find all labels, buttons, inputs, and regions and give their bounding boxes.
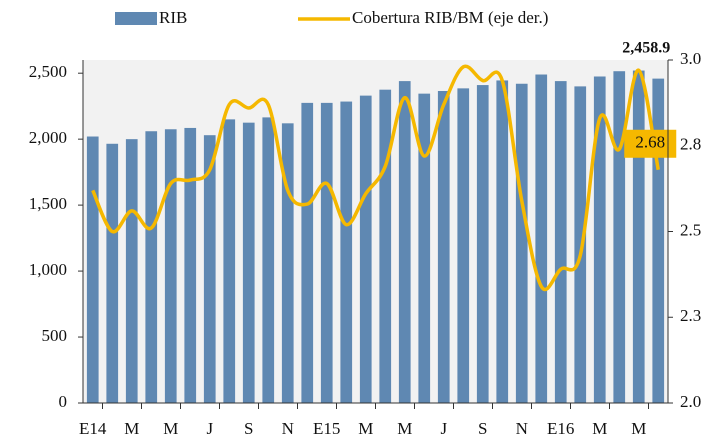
bar (125, 139, 138, 403)
y2-tick-label: 2.0 (680, 392, 701, 411)
bar (535, 74, 548, 403)
bar (86, 136, 99, 403)
bar (223, 119, 236, 403)
legend-label: RIB (159, 8, 187, 27)
y-tick-label: 0 (59, 392, 68, 411)
x-tick-label: N (282, 419, 294, 438)
bar (145, 131, 158, 403)
bar (242, 122, 255, 404)
legend-label: Cobertura RIB/BM (eje der.) (352, 8, 548, 27)
bar (476, 85, 489, 404)
y2-tick-label: 3.0 (680, 49, 701, 68)
x-tick-label: M (163, 419, 178, 438)
bar (379, 89, 392, 404)
bar (574, 86, 587, 403)
bar (320, 102, 333, 403)
x-tick-label: S (478, 419, 487, 438)
line-value-label: 2.68 (635, 133, 665, 152)
y2-tick-label: 2.8 (680, 135, 701, 154)
bar (496, 80, 509, 404)
bar (418, 93, 431, 403)
x-tick-label: M (592, 419, 607, 438)
y-tick-label: 500 (42, 326, 68, 345)
y-tick-label: 1,500 (29, 194, 67, 213)
bar (301, 102, 314, 403)
y2-tick-label: 2.3 (680, 306, 701, 325)
x-tick-label: N (516, 419, 528, 438)
x-tick-label: M (358, 419, 373, 438)
y2-tick-label: 2.5 (680, 220, 701, 239)
bar (457, 88, 470, 403)
y-tick-label: 2,000 (29, 128, 67, 147)
bar (398, 81, 411, 403)
x-tick-label: M (631, 419, 646, 438)
x-tick-label: E14 (79, 419, 107, 438)
x-tick-label: J (440, 419, 447, 438)
legend-swatch (115, 12, 157, 25)
plot-area (83, 60, 668, 403)
bar (203, 135, 216, 403)
bar-value-label: 2,458.9 (622, 39, 670, 56)
x-tick-label: E15 (313, 419, 340, 438)
bar (613, 71, 626, 403)
bar (515, 83, 528, 403)
bar (340, 101, 353, 403)
x-tick-label: J (206, 419, 213, 438)
y-tick-label: 2,500 (29, 62, 67, 81)
x-tick-label: M (124, 419, 139, 438)
x-tick-label: E16 (547, 419, 574, 438)
bar (262, 117, 275, 403)
bar (359, 95, 372, 403)
y-tick-label: 1,000 (29, 260, 67, 279)
bar (632, 70, 645, 404)
bar (164, 129, 177, 403)
bar (184, 127, 197, 404)
bar (554, 81, 567, 403)
x-tick-label: S (244, 419, 253, 438)
bar (281, 123, 294, 404)
bar (106, 143, 119, 403)
bar (593, 76, 606, 403)
bar (652, 78, 665, 403)
x-tick-label: M (397, 419, 412, 438)
line (91, 64, 660, 291)
bar (437, 91, 450, 403)
